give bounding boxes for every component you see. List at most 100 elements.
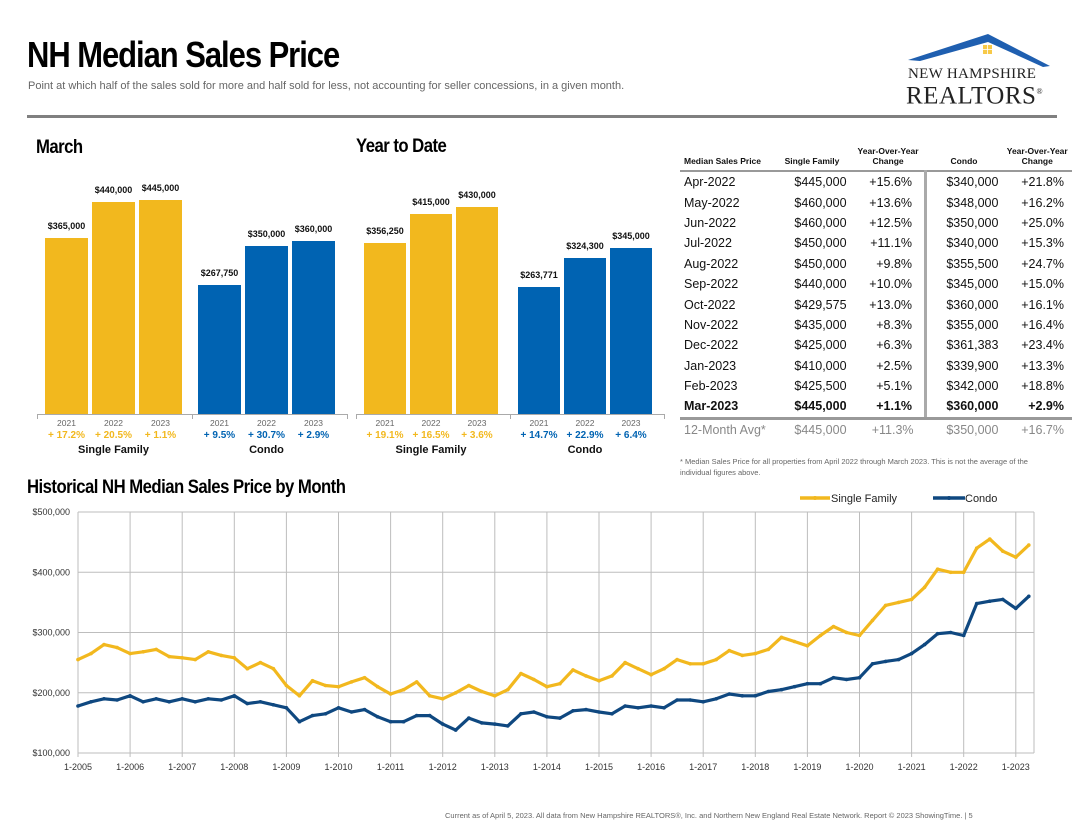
y-tick-label: $200,000 [32,688,70,698]
data-point-single-family [662,666,666,671]
data-point-single-family [154,647,158,652]
line-series-single-family [76,537,1031,701]
cell-single-family: $429,575 [794,297,847,312]
data-point-single-family [922,585,927,590]
axis-tick [356,414,357,419]
table-row: Oct-2022 $429,575 +13.0% $360,000 +16.1% [680,294,1072,315]
data-point-single-family [961,570,966,575]
data-point-condo [375,715,380,719]
cell-condo: $348,000 [946,195,999,210]
data-point-single-family [545,684,549,689]
data-point-single-family [727,648,732,653]
cell-condo-yoy: +18.8% [1021,379,1064,394]
table-row: Apr-2022 $445,000 +15.6% $340,000 +21.8% [680,171,1072,193]
cell-condo: $342,000 [946,379,999,394]
logo-realtors-text: REALTORS [906,82,1037,110]
data-point-condo [154,697,158,701]
y-tick-label: $500,000 [32,507,70,517]
bar-change-label: + 16.5% [412,430,450,441]
cell-sf-yoy: +6.3% [850,335,928,356]
data-point-condo [870,662,875,666]
axis-tick [510,414,511,419]
data-point-single-family [323,683,328,688]
data-point-single-family [284,683,289,688]
cell-single-family: $435,000 [794,317,847,332]
cell-month: Apr-2022 [684,175,736,190]
data-point-single-family [480,689,484,694]
cell-condo: $355,000 [946,317,999,332]
data-point-condo [1027,594,1031,599]
x-tick-label: 1-2012 [429,762,457,772]
cell-month: Jul-2022 [684,236,732,251]
bar-value-label: $324,300 [566,241,604,252]
data-point-single-family [909,597,914,602]
data-point-condo [323,712,328,716]
x-tick-label: 1-2023 [1002,762,1030,772]
historical-line-chart: $100,000 $200,000 $300,000 $400,000 $500,000… [32,493,1035,772]
cell-month: Nov-2022 [684,317,739,332]
data-point-condo [727,692,732,696]
col-header-condo: Condo [925,146,1003,172]
bar-condo-2023 [610,248,652,414]
cell-single-family: $445,000 [773,396,851,420]
cell-condo-yoy: +25.0% [1021,215,1064,230]
bar-year-label: 2021 [375,418,395,428]
cell-single-family: $460,000 [794,195,847,210]
cell-condo-yoy: +24.7% [1021,256,1064,271]
data-point-condo [649,704,653,708]
cell-single-family: $425,000 [794,338,847,353]
cell-month: Jan-2023 [684,358,737,373]
group-label-condo: Condo [249,444,284,456]
march-section-title: March [36,137,83,158]
bar-year-label: 2023 [621,418,641,428]
legend-marker-condo [947,496,951,500]
data-point-single-family [271,666,276,671]
cell-sf-yoy: +8.3% [850,314,928,336]
bar-change-label: + 9.5% [203,430,236,441]
x-tick-label: 1-2009 [272,762,300,772]
bar-year-label: 2021 [529,418,549,428]
bar-year-label: 2021 [210,418,229,428]
bar-condo-2021 [198,285,241,414]
data-point-single-family [128,651,132,656]
group-label-condo: Condo [567,444,603,456]
data-point-condo [271,703,276,707]
data-point-single-family [102,642,106,647]
data-point-condo [440,722,445,726]
page-subtitle: Point at which half of the sales sold fo… [28,80,625,92]
cell-month: Feb-2023 [684,379,738,394]
axis-tick [664,414,665,419]
table-row: Jun-2022 $460,000 +12.5% $350,000 +25.0% [680,212,1072,234]
col-header-condo-yoy: Year-Over-Year Change [1002,146,1072,172]
table-row: Nov-2022 $435,000 +8.3% $355,000 +16.4% [680,314,1072,336]
data-point-single-family [206,650,211,654]
historical-chart-title: Historical NH Median Sales Price by Mont… [27,477,346,498]
bar-condo-2022 [245,245,288,414]
bar-value-label: $356,250 [366,225,404,236]
data-point-condo [349,710,354,714]
group-label-single-family: Single Family [395,444,467,456]
cell-single-family: $450,000 [794,256,847,271]
data-point-condo [102,697,106,701]
cell-sf-yoy: +12.5% [850,212,928,234]
data-point-single-family [232,656,237,660]
bar-change-label: + 3.6% [461,430,493,441]
data-point-single-family [440,697,445,701]
data-point-single-family [336,684,341,689]
data-point-single-family [896,600,901,605]
header-divider [27,115,1057,118]
y-tick-label: $300,000 [32,628,70,638]
cell-sf-yoy: +13.6% [850,192,928,213]
cell-condo-yoy: +13.3% [1021,358,1064,373]
axis-tick [347,414,348,419]
data-point-single-family [701,662,705,666]
data-point-condo [493,722,497,726]
data-point-single-family [1001,549,1005,553]
bar-change-label: + 30.7% [248,430,285,441]
cell-sf-yoy: +11.3% [871,422,914,437]
bar-year-label: 2021 [57,418,76,428]
data-point-condo [115,698,119,702]
bar-change-label: + 1.1% [144,430,177,441]
cell-condo-yoy: +16.4% [1021,317,1064,332]
data-point-single-family [792,639,797,644]
